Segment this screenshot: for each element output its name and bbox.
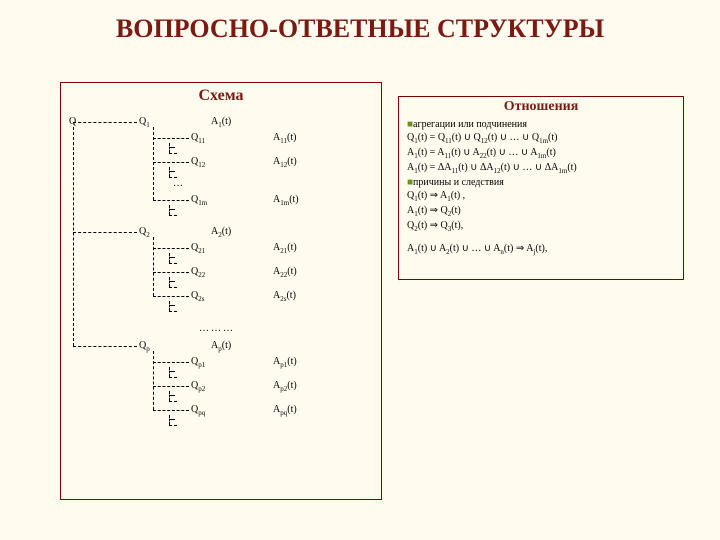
connector: [153, 410, 189, 411]
tree-child-a: A22(t): [273, 267, 297, 279]
tree-child-a: Ap2(t): [273, 381, 297, 393]
tree-group-a: A2(t): [211, 227, 231, 239]
connector: [169, 377, 177, 378]
tree-child-q: Qpq: [191, 405, 205, 417]
connector: [169, 281, 175, 282]
connector: [153, 296, 189, 297]
connector: [153, 248, 189, 249]
connector: [169, 253, 170, 263]
connector: [169, 395, 175, 396]
connector: [169, 205, 170, 215]
connector: [73, 127, 74, 346]
rel-a-union: A1(t) = A11(t) ∪ A22(t) ∪ … ∪ A1m(t): [407, 147, 675, 160]
connector: [169, 419, 175, 420]
tree-child-q: Qp2: [191, 381, 205, 393]
rel-q-imp-q: Q2(t) ⇒ Q3(t),: [407, 220, 675, 233]
slide: ВОПРОСНО-ОТВЕТНЫЕ СТРУКТУРЫ Схема QQ1A1(…: [0, 0, 720, 540]
connector: [153, 162, 189, 163]
relations-heading: Отношения: [399, 99, 683, 115]
tree-child-q: Q21: [191, 243, 205, 255]
connector: [169, 171, 175, 172]
connector: [153, 237, 154, 296]
tree-group-q: Qp: [139, 341, 150, 353]
tree-group-q: Q2: [139, 227, 150, 239]
tree-child-q: Qp1: [191, 357, 205, 369]
tree-group-a: A1(t): [211, 117, 231, 129]
relations-body: ■агрегации или подчинения Q1(t) = Q11(t) …: [399, 115, 683, 262]
connector: [153, 200, 189, 201]
rel-a-imp-q: A1(t) ⇒ Q2(t): [407, 205, 675, 218]
schema-heading: Схема: [61, 87, 381, 105]
connector: [169, 311, 177, 312]
tree-child-q: Q11: [191, 133, 205, 145]
rel-q-union: Q1(t) = Q11(t) ∪ Q12(t) ∪ … ∪ Q1m(t): [407, 132, 675, 145]
connector: [169, 153, 177, 154]
connector: [169, 167, 170, 177]
connector: [169, 415, 170, 425]
connector: [153, 386, 189, 387]
connector: [169, 371, 175, 372]
ellipsis: ………: [199, 323, 235, 334]
connector: [169, 209, 175, 210]
tree-child-a: A2s(t): [273, 291, 296, 303]
connector: [169, 425, 177, 426]
connector: [169, 301, 170, 311]
tree-child-a: Ap1(t): [273, 357, 297, 369]
tree-child-a: A21(t): [273, 243, 297, 255]
connector: [169, 257, 175, 258]
tree-child-q: Q1m: [191, 195, 207, 207]
connector: [169, 287, 177, 288]
connector: [153, 351, 154, 410]
connector: [73, 346, 137, 347]
bullet-aggregation: ■агрегации или подчинения: [407, 119, 675, 130]
connector: [169, 263, 177, 264]
connector: [169, 143, 170, 153]
connector: [169, 277, 170, 287]
tree-child-a: A11(t): [273, 133, 296, 145]
tree-child-q: Q12: [191, 157, 205, 169]
connector: [73, 232, 137, 233]
dots: …: [173, 179, 183, 189]
rel-q-imp-a: Q1(t) ⇒ A1(t) ,: [407, 190, 675, 203]
relations-panel: Отношения ■агрегации или подчинения Q1(t)…: [398, 96, 684, 280]
connector: [153, 272, 189, 273]
rel-union-imp: A1(t) ∪ A2(t) ∪ … ∪ An(t) ⇒ Aj(t),: [407, 243, 675, 256]
connector: [169, 367, 170, 377]
tree-group-a: Ap(t): [211, 341, 231, 353]
connector: [169, 215, 177, 216]
tree-child-a: Apq(t): [273, 405, 297, 417]
connector: [153, 138, 189, 139]
tree-child-q: Q2s: [191, 291, 204, 303]
connector: [153, 362, 189, 363]
connector: [169, 391, 170, 401]
tree-child-a: A12(t): [273, 157, 297, 169]
tree-group-q: Q1: [139, 117, 150, 129]
bullet-cause: ■причины и следствия: [407, 177, 675, 188]
connector: [169, 147, 175, 148]
connector: [169, 305, 175, 306]
schema-panel: Схема QQ1A1(t)Q11A11(t)Q12A12(t)…Q1mA1m(…: [60, 82, 382, 500]
rel-delta-union: A1(t) = ΔA11(t) ∪ ΔA12(t) ∪ … ∪ ΔA1m(t): [407, 162, 675, 175]
page-title: ВОПРОСНО-ОТВЕТНЫЕ СТРУКТУРЫ: [0, 14, 720, 44]
tree-child-q: Q22: [191, 267, 205, 279]
tree-child-a: A1m(t): [273, 195, 299, 207]
connector: [169, 401, 177, 402]
tree-diagram: QQ1A1(t)Q11A11(t)Q12A12(t)…Q1mA1m(t)Q2A2…: [61, 105, 381, 497]
connector: [73, 122, 137, 123]
